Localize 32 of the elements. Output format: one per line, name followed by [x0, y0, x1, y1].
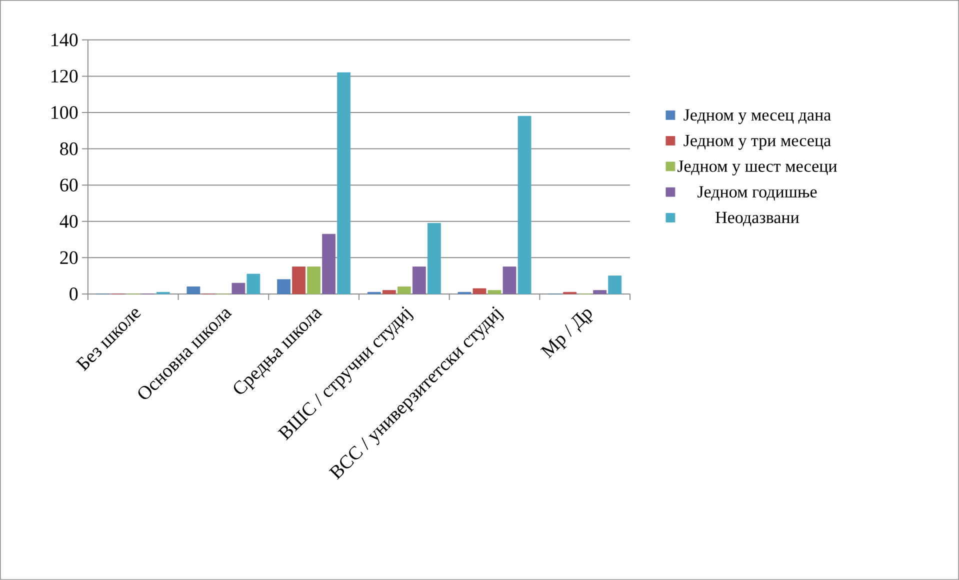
bar — [382, 290, 396, 294]
legend-label: Једном у три месеца — [684, 135, 831, 150]
bar — [246, 274, 260, 294]
bar — [277, 279, 290, 294]
legend-label: Једном у месец дана — [684, 109, 831, 124]
y-tick-label: 60 — [60, 178, 78, 192]
bar — [502, 266, 516, 294]
y-tick-label: 40 — [60, 215, 78, 228]
bar — [322, 234, 336, 294]
bar — [427, 223, 441, 294]
bar — [518, 116, 532, 294]
bar — [292, 266, 306, 294]
y-tick-label: 140 — [52, 34, 78, 46]
bar — [472, 288, 486, 294]
legend-label: Једном у шест месеци — [678, 160, 837, 176]
legend-label: Неодазвани — [716, 212, 800, 226]
legend-label: Једном годишње — [698, 186, 817, 201]
bar — [412, 266, 426, 294]
bar — [397, 286, 411, 294]
y-tick-label: 80 — [60, 142, 78, 156]
bar — [186, 286, 200, 294]
bar — [307, 266, 320, 294]
bar — [232, 282, 246, 294]
bar — [488, 290, 502, 294]
y-tick-label: 20 — [60, 251, 78, 264]
bar — [593, 290, 607, 294]
y-tick-label: 0 — [70, 288, 78, 300]
bar — [608, 276, 622, 294]
y-tick-label: 120 — [52, 70, 78, 83]
y-tick-label: 100 — [52, 106, 78, 119]
bar — [337, 72, 351, 294]
x-tick-label: Мр / Др — [540, 310, 593, 358]
